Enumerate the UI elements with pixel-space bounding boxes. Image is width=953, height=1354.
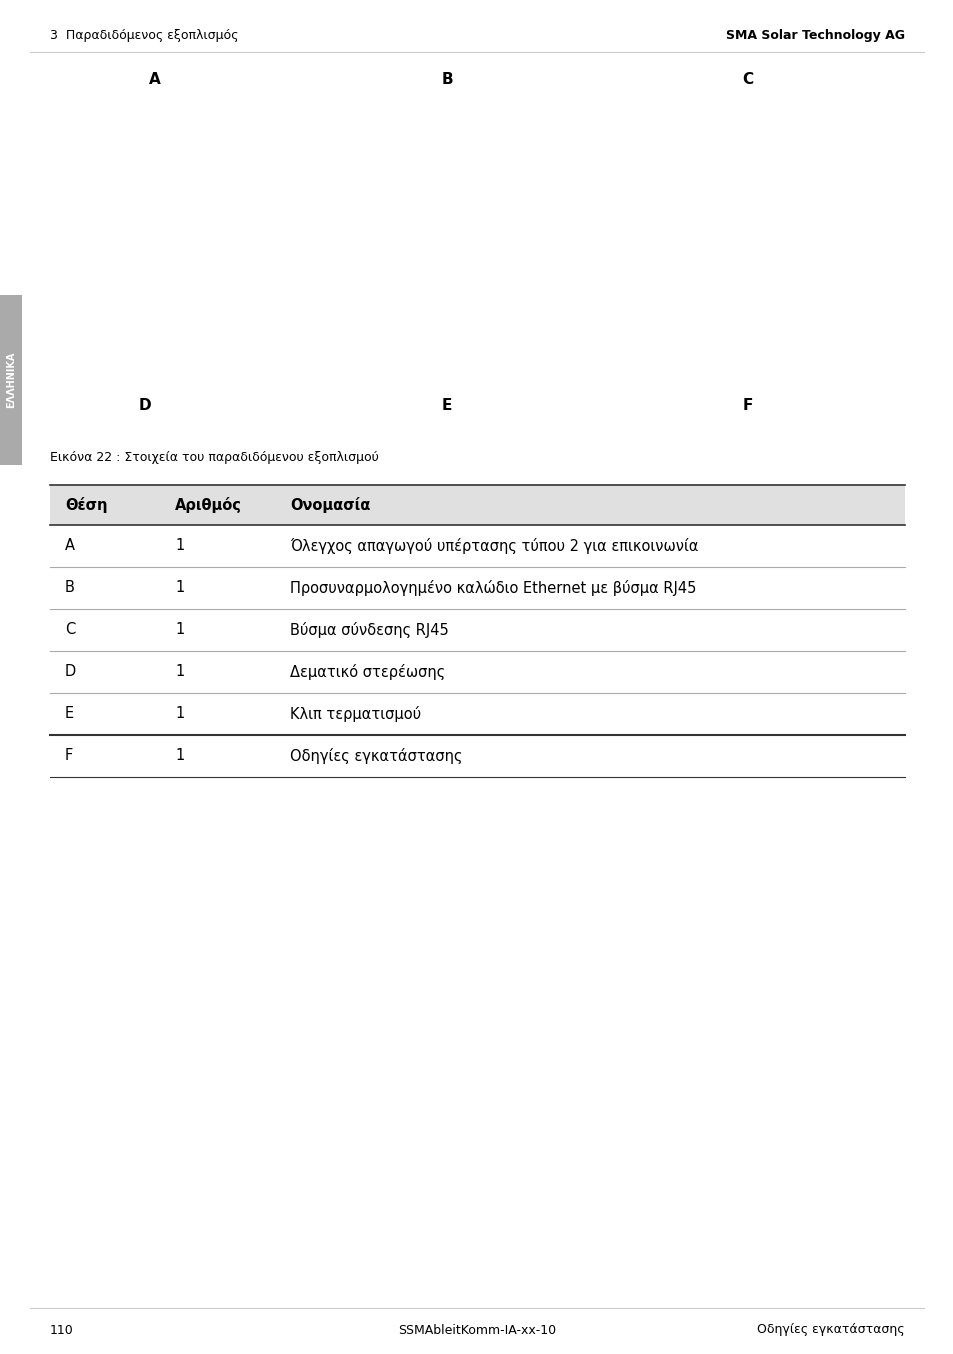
Text: Οδηγίες εγκατάστασης: Οδηγίες εγκατάστασης bbox=[757, 1323, 904, 1336]
Text: C: C bbox=[65, 623, 75, 638]
Text: Ονομασία: Ονομασία bbox=[290, 497, 370, 513]
Text: 1: 1 bbox=[174, 707, 184, 722]
Text: Δεματικό στερέωσης: Δεματικό στερέωσης bbox=[290, 663, 445, 680]
Text: C: C bbox=[741, 73, 753, 88]
Text: 1: 1 bbox=[174, 623, 184, 638]
Text: SSMAbleitKomm-IA-xx-10: SSMAbleitKomm-IA-xx-10 bbox=[397, 1323, 556, 1336]
Bar bbox=[0, 295, 22, 464]
Text: Αριθμός: Αριθμός bbox=[174, 497, 242, 513]
Text: 1: 1 bbox=[174, 665, 184, 680]
Text: ΕΛΛΗΝΙΚΑ: ΕΛΛΗΝΙΚΑ bbox=[6, 352, 16, 408]
Text: F: F bbox=[65, 749, 73, 764]
Text: E: E bbox=[65, 707, 74, 722]
Text: A: A bbox=[149, 73, 161, 88]
Text: D: D bbox=[65, 665, 76, 680]
Text: 1: 1 bbox=[174, 581, 184, 596]
Text: Βύσμα σύνδεσης RJ45: Βύσμα σύνδεσης RJ45 bbox=[290, 621, 448, 638]
Text: Θέση: Θέση bbox=[65, 497, 108, 513]
Text: 3  Παραδιδόμενος εξοπλισμός: 3 Παραδιδόμενος εξοπλισμός bbox=[50, 28, 238, 42]
Text: Κλιπ τερματισμού: Κλιπ τερματισμού bbox=[290, 705, 420, 722]
Text: 110: 110 bbox=[50, 1323, 73, 1336]
Text: 1: 1 bbox=[174, 539, 184, 554]
Text: 1: 1 bbox=[174, 749, 184, 764]
Text: D: D bbox=[138, 398, 152, 413]
Text: A: A bbox=[65, 539, 75, 554]
Text: Προσυναρμολογημένο καλώδιο Ethernet με βύσμα RJ45: Προσυναρμολογημένο καλώδιο Ethernet με β… bbox=[290, 580, 696, 596]
Text: Οδηγίες εγκατάστασης: Οδηγίες εγκατάστασης bbox=[290, 747, 462, 764]
Text: B: B bbox=[65, 581, 74, 596]
Text: F: F bbox=[742, 398, 753, 413]
Text: Εικόνα 22 : Στοιχεία του παραδιδόμενου εξοπλισμού: Εικόνα 22 : Στοιχεία του παραδιδόμενου ε… bbox=[50, 451, 378, 464]
Text: Όλεγχος απαγωγού υπέρτασης τύπου 2 για επικοινωνία: Όλεγχος απαγωγού υπέρτασης τύπου 2 για ε… bbox=[290, 538, 698, 554]
Text: E: E bbox=[441, 398, 452, 413]
Bar bbox=[50, 485, 904, 525]
Text: B: B bbox=[440, 73, 453, 88]
Text: SMA Solar Technology AG: SMA Solar Technology AG bbox=[725, 28, 904, 42]
